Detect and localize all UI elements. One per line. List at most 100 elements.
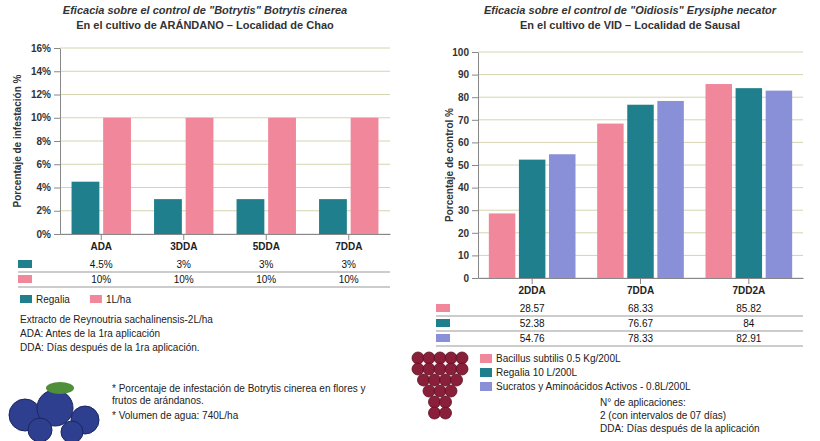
tick: 0 [463, 273, 478, 284]
data-label: 3% [177, 259, 192, 270]
tick-mark [472, 255, 478, 256]
subtitle: En el cultivo de ARÁNDANO – Localidad de… [76, 19, 334, 31]
data-label: 10% [256, 274, 276, 285]
grape [456, 363, 468, 375]
table-swatch [436, 334, 450, 342]
panel: Eficacia sobre el control de "Oidiosis" … [436, 4, 804, 392]
data-label: 82.91 [736, 333, 761, 344]
tick-label: 16% [31, 43, 51, 54]
tick-mark [266, 234, 267, 240]
notes: Extracto de Reynoutria sachalinensis-2L/… [20, 314, 760, 434]
grape [423, 363, 435, 375]
tick: 6% [37, 159, 60, 170]
legend-entry: Regalia 10 L/200L [496, 367, 578, 378]
x-axis: ADA3DDA5DDA7DDA [61, 234, 391, 252]
panel: Eficacia sobre el control de "Botrytis" … [12, 4, 391, 305]
tick: 40 [458, 182, 478, 193]
grape [429, 396, 441, 408]
note: DDA: Días después de la 1ra aplicación. [20, 342, 200, 353]
tick: 90 [458, 69, 478, 80]
tick: 30 [458, 205, 478, 216]
tick-label: 70 [458, 115, 470, 126]
x-axis: 2DDA7DDA7DD2A [479, 278, 804, 296]
tick-label: 7DD2A [732, 285, 765, 296]
tick: 16% [31, 43, 60, 54]
tick-mark [640, 278, 641, 284]
bar [549, 154, 575, 278]
tick: 14% [31, 66, 60, 77]
tick-mark [472, 120, 478, 121]
tick-label: 8% [37, 136, 52, 147]
tick-mark [54, 48, 60, 49]
tick-label: 7DDA [335, 241, 362, 252]
tick-label: 50 [458, 160, 470, 171]
tick: 7DD2A [732, 278, 765, 296]
legend-entry: Sucratos y Aminoácidos Activos - 0.8L/20… [496, 381, 691, 392]
grape [429, 407, 441, 419]
bar [736, 88, 762, 278]
bar [154, 199, 182, 234]
tick-mark [472, 75, 478, 76]
bar [319, 199, 347, 234]
tick-label: 60 [458, 137, 470, 148]
tick: 3DDA [170, 234, 197, 252]
subtitle: En el cultivo de VID – Localidad de Saus… [520, 19, 740, 31]
tick: 60 [458, 137, 478, 148]
tick-mark [472, 52, 478, 53]
grape [434, 352, 446, 364]
tick: 80 [458, 92, 478, 103]
data-label: 78.33 [628, 333, 653, 344]
tick-label: 10 [458, 250, 470, 261]
grape [445, 385, 457, 397]
legend-swatch [480, 382, 492, 391]
canvas: Eficacia sobre el control de "Botrytis" … [0, 0, 820, 441]
grape [412, 363, 424, 375]
grape [434, 385, 446, 397]
tick-label: 90 [458, 69, 470, 80]
tick-mark [54, 95, 60, 96]
y-axis: 0102030405060708090100 [452, 47, 478, 284]
bars [489, 84, 792, 278]
tick-mark [472, 188, 478, 189]
tick-label: 5DDA [253, 241, 280, 252]
legend-swatch [90, 295, 102, 303]
blueberry [61, 421, 83, 441]
table-swatch [436, 319, 450, 327]
tick: 0% [37, 229, 60, 240]
grid-line [60, 48, 390, 49]
tick: 2% [37, 205, 60, 216]
tick-mark [472, 210, 478, 211]
legend-swatch [480, 354, 492, 363]
bar [766, 91, 792, 278]
grape [429, 374, 441, 386]
tick-label: 0 [463, 273, 469, 284]
tick: 8% [37, 136, 60, 147]
tick-mark [472, 97, 478, 98]
tick: 10 [458, 250, 478, 261]
tick-mark [54, 234, 60, 235]
bar [489, 213, 515, 278]
tick-mark [532, 278, 533, 284]
note: N° de aplicaciones: [600, 397, 686, 408]
bar [72, 182, 100, 234]
title: Eficacia sobre el control de "Oidiosis" … [484, 4, 777, 16]
grape [412, 352, 424, 364]
grid [60, 48, 390, 234]
data-label: 10% [339, 274, 359, 285]
bar [268, 118, 296, 234]
legend-swatch [480, 368, 492, 377]
tick-label: 30 [458, 205, 470, 216]
tick-mark [472, 278, 478, 279]
tick-label: 12% [31, 89, 51, 100]
tick: 2DDA [519, 278, 546, 296]
bar [351, 118, 379, 234]
axis-line [478, 53, 479, 279]
tick-mark [54, 164, 60, 165]
blueberry [28, 418, 52, 441]
bar [237, 199, 265, 234]
table-rule [436, 346, 803, 347]
data-table: 4.5%3%3%3%10%10%10%10% [18, 259, 390, 287]
note: * Volumen de agua: 740L/ha [112, 410, 239, 421]
legend-entry: Bacillus subtilis 0.5 Kg/200L [496, 353, 621, 364]
table-swatch [436, 304, 450, 312]
